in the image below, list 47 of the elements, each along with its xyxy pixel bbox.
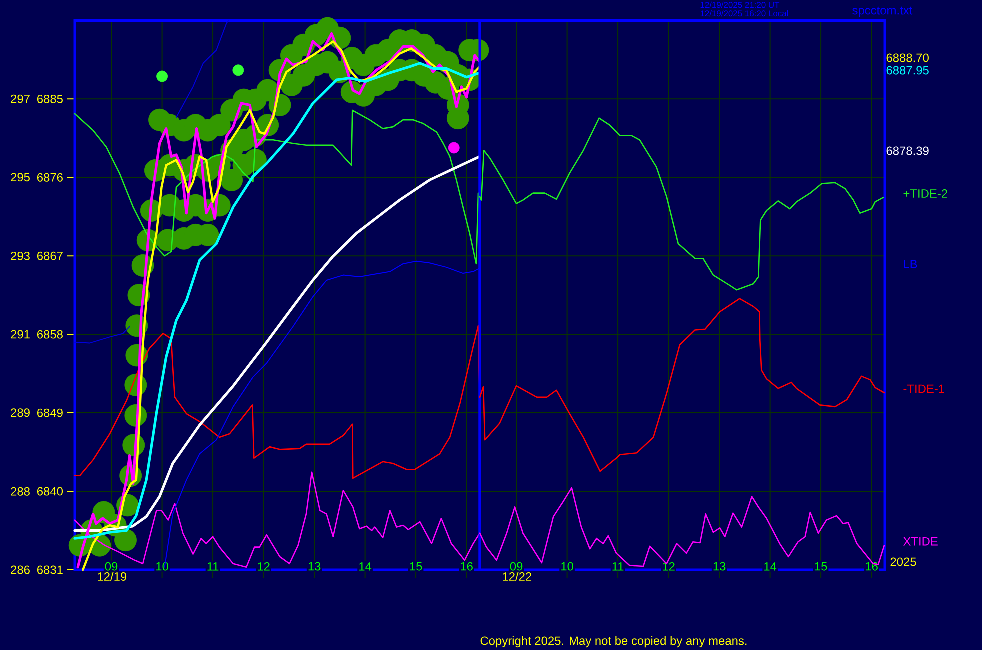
text: LB xyxy=(904,260,918,268)
text: 6888.70 xyxy=(886,54,929,62)
x-tick-label: 09 xyxy=(510,562,523,571)
x-tick-label: 12 xyxy=(258,562,270,571)
x-tick-label: 11 xyxy=(612,562,624,571)
text: 12/19/2025 21:20 UT xyxy=(700,2,780,8)
x-tick-label: 11 xyxy=(208,562,219,571)
x-tick-label: 13 xyxy=(714,562,726,571)
y-tick-label: 6885 xyxy=(37,94,63,104)
x-tick-label: 10 xyxy=(156,562,168,571)
y2-tick-label: 297 xyxy=(11,94,30,104)
point xyxy=(232,64,244,76)
point xyxy=(448,142,460,154)
y2-tick-label: 291 xyxy=(11,330,30,339)
y-tick-label: 6876 xyxy=(37,173,63,182)
x-tick-label: 14 xyxy=(764,562,777,571)
x-tick-label: 13 xyxy=(308,562,321,571)
y2-tick-label: 293 xyxy=(11,252,30,260)
x-axis-title: 12/19 xyxy=(98,572,127,581)
y2-tick-label: 289 xyxy=(11,408,30,418)
x-tick-label: 12 xyxy=(663,562,675,571)
text: spcctom.txt xyxy=(852,6,913,18)
point xyxy=(156,70,168,82)
y-tick-label: 6849 xyxy=(37,408,63,418)
x-tick-label: 14 xyxy=(360,562,372,571)
x-tick-label: 16 xyxy=(461,562,473,571)
x-tick-label: 15 xyxy=(815,562,828,571)
text: 6887.95 xyxy=(886,66,929,75)
x-tick-label: 09 xyxy=(105,562,118,571)
x-tick-label: 10 xyxy=(562,562,574,571)
series-label: XTIDE xyxy=(903,537,938,546)
y-tick-label: 6858 xyxy=(37,330,63,339)
series-label: -TIDE-1 xyxy=(904,384,944,394)
text: 12/19/2025 16:20 Local xyxy=(700,10,788,17)
series-label: +TIDE-2 xyxy=(904,190,948,198)
y2-tick-label: 286 xyxy=(11,566,30,574)
x-tick-label: 16 xyxy=(866,562,878,571)
text: 6878.39 xyxy=(886,146,929,156)
text: 2025 xyxy=(890,558,916,566)
y2-tick-label: 295 xyxy=(11,173,30,182)
x-tick-label: 15 xyxy=(410,562,422,571)
text: Copyright 2025. May not be copied by any means. xyxy=(480,636,747,648)
x-axis-title: 12/22 xyxy=(503,572,532,581)
y2-tick-label: 288 xyxy=(11,487,30,496)
y-tick-label: 6840 xyxy=(37,487,64,496)
y-tick-label: 6867 xyxy=(37,252,63,260)
y-tick-label: 6831 xyxy=(37,566,63,574)
